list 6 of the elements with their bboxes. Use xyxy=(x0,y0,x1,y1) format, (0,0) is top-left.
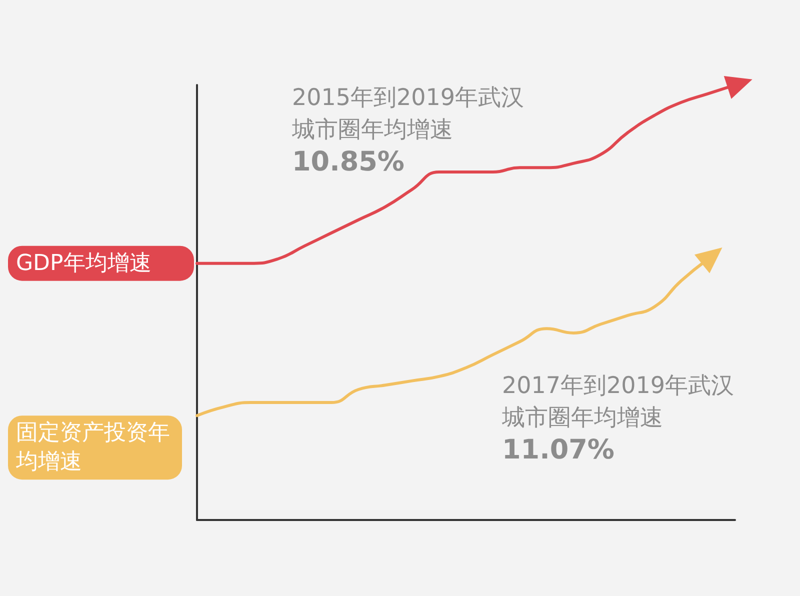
annotation: 10.85% xyxy=(292,146,404,178)
annotation: 2017年到2019年武汉城市圈年均增速 xyxy=(501,373,734,431)
annotation: 11.07% xyxy=(502,434,614,466)
series-label: 固定资产投资年均增速 xyxy=(15,420,170,475)
text: GDP年均增速 xyxy=(16,250,152,276)
annotation: 2015年到2019年武汉城市圈年均增速 xyxy=(291,85,524,143)
